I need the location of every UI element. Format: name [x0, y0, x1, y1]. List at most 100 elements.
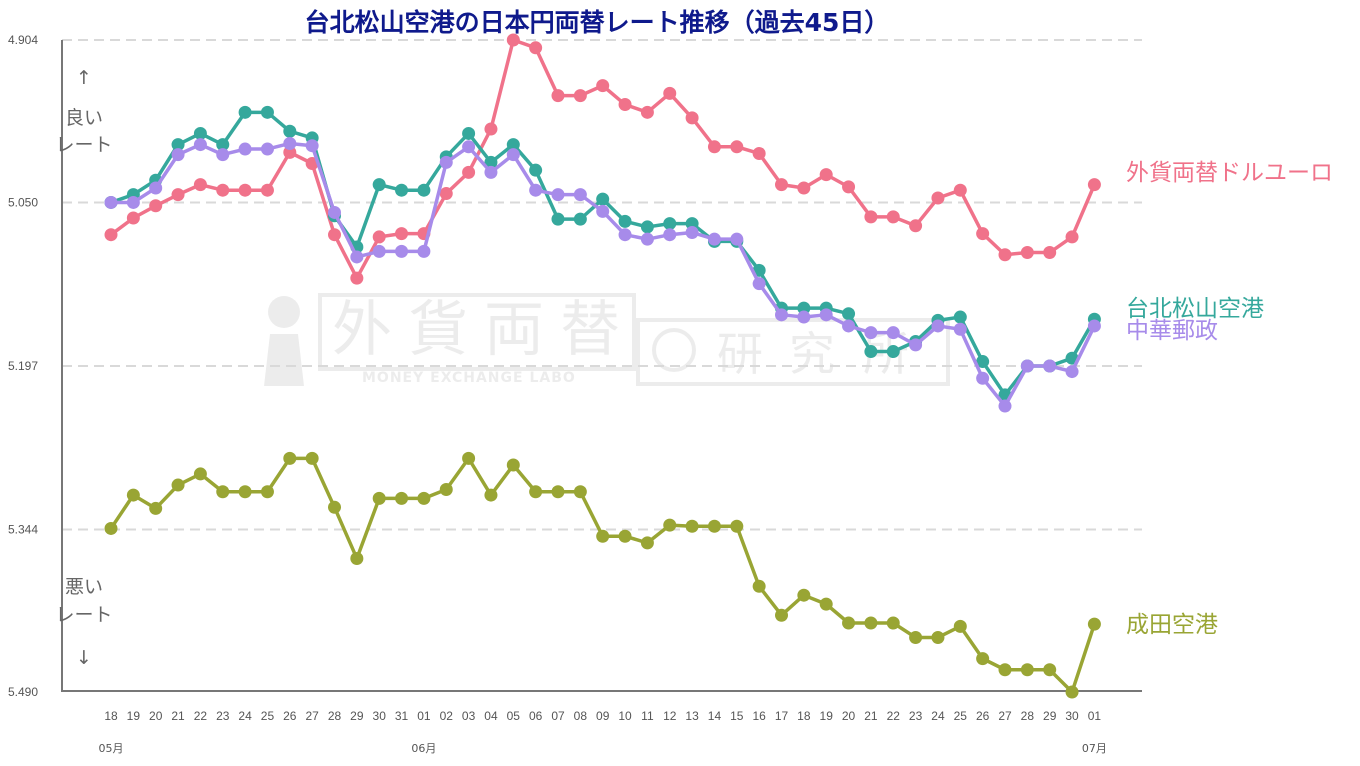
data-point — [1043, 246, 1057, 260]
series-label: 中華郵政 — [1126, 318, 1218, 344]
data-point — [238, 183, 252, 197]
x-tick-labels: 18 19 20 21 22 23 24 25 26 27 28 29 30 31 01 02 03 04 05 06… — [104, 709, 1101, 723]
x-tick-label: 05 — [507, 709, 521, 723]
data-point — [797, 181, 811, 195]
data-point — [417, 491, 431, 505]
data-point — [819, 168, 833, 182]
data-point — [462, 140, 476, 154]
data-point — [439, 483, 453, 497]
data-point — [1065, 685, 1079, 699]
data-point — [104, 195, 118, 209]
data-point — [953, 183, 967, 197]
x-tick-label: 29 — [350, 709, 364, 723]
watermark-text: MONEY EXCHANGE LABO — [362, 370, 576, 386]
series-group — [104, 136, 1101, 413]
x-tick-label: 28 — [328, 709, 342, 723]
data-point — [976, 355, 990, 369]
x-tick-label: 23 — [216, 709, 230, 723]
watermark-logo: 外貨両替研究所 MONEY EXCHANGE LABO — [264, 293, 950, 386]
data-point — [551, 188, 565, 202]
series-label: 成田空港 — [1126, 612, 1218, 638]
x-tick-label: 18 — [797, 709, 811, 723]
data-point — [1020, 359, 1034, 373]
x-tick-label: 22 — [194, 709, 208, 723]
data-point — [439, 187, 453, 201]
x-tick-label: 26 — [976, 709, 990, 723]
data-point — [372, 491, 386, 505]
data-point — [1065, 365, 1079, 379]
data-point — [484, 155, 498, 169]
data-point — [171, 188, 185, 202]
data-point — [976, 371, 990, 385]
x-tick-label: 07 — [551, 709, 565, 723]
data-point — [216, 183, 230, 197]
data-point — [953, 619, 967, 633]
data-point — [752, 277, 766, 291]
data-point — [372, 178, 386, 192]
x-tick-label: 24 — [238, 709, 252, 723]
data-point — [752, 579, 766, 593]
data-point — [663, 228, 677, 242]
data-point — [797, 301, 811, 315]
x-tick-label: 21 — [864, 709, 878, 723]
data-point — [484, 165, 498, 179]
data-point — [976, 652, 990, 666]
data-point — [193, 178, 207, 192]
data-point — [573, 212, 587, 226]
x-tick-label: 25 — [954, 709, 968, 723]
data-point — [640, 105, 654, 119]
data-point — [1087, 178, 1101, 192]
series-line — [109, 456, 1097, 694]
data-point — [126, 488, 140, 502]
data-point — [529, 163, 543, 177]
series-label: 外貨両替ドルユーロ — [1126, 160, 1333, 186]
data-point — [171, 478, 185, 492]
x-tick-label: 30 — [373, 709, 387, 723]
data-point — [216, 485, 230, 499]
data-point — [171, 138, 185, 152]
x-tick-label: 06 — [529, 709, 543, 723]
data-point — [797, 588, 811, 602]
series-label: 台北松山空港 — [1126, 296, 1264, 322]
data-point — [663, 217, 677, 231]
data-point — [953, 322, 967, 336]
x-tick-label: 04 — [484, 709, 498, 723]
data-point — [998, 248, 1012, 262]
x-tick-label: 27 — [305, 709, 319, 723]
data-point — [707, 519, 721, 533]
data-point — [372, 244, 386, 258]
data-point — [775, 608, 788, 622]
data-point — [395, 244, 409, 258]
x-tick-label: 08 — [574, 709, 588, 723]
data-point — [305, 451, 319, 465]
data-point — [998, 399, 1012, 413]
month-label: 07月 — [1082, 742, 1107, 755]
bad-rate-note: 悪い レート ↓ — [55, 576, 112, 669]
x-tick-label: 19 — [820, 709, 834, 723]
data-point — [395, 227, 409, 241]
data-point — [752, 146, 766, 160]
data-point — [551, 485, 565, 499]
data-point — [797, 310, 811, 324]
data-point — [238, 142, 252, 156]
data-point — [730, 140, 744, 154]
data-point — [1065, 230, 1079, 244]
data-point — [238, 485, 252, 499]
data-point — [350, 271, 364, 285]
data-point — [462, 126, 476, 140]
down-arrow-icon: ↓ — [76, 647, 92, 669]
y-tick-labels: 4.904 5.050 5.197 5.344 5.490 — [8, 33, 38, 699]
data-point — [395, 183, 409, 197]
data-point — [216, 138, 230, 152]
data-point — [618, 228, 632, 242]
data-point — [283, 136, 297, 150]
data-point — [864, 616, 878, 630]
data-point — [931, 630, 945, 644]
x-tick-label: 25 — [261, 709, 275, 723]
y-tick-label: 5.490 — [8, 685, 38, 699]
data-point — [417, 183, 431, 197]
data-point — [685, 217, 699, 231]
good-rate-label: 良い — [65, 107, 103, 129]
x-tick-label: 02 — [440, 709, 454, 723]
